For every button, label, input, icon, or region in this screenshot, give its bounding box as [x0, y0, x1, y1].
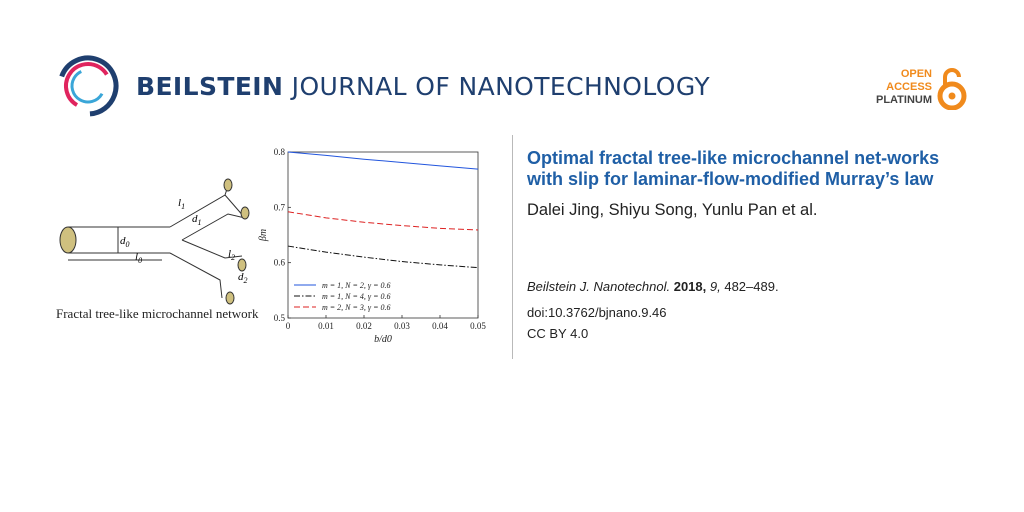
oa-platinum-label: PLATINUM — [875, 94, 932, 106]
article-info: Optimal fractal tree-like microchannel n… — [527, 148, 967, 220]
open-access-badge: OPEN ACCESS PLATINUM — [848, 66, 968, 112]
series-line — [287, 151, 479, 170]
label-l1: l1 — [178, 197, 185, 211]
oa-access-label: ACCESS — [886, 81, 932, 93]
vertical-divider — [512, 135, 513, 359]
journal-logo-icon — [57, 55, 119, 117]
citation-pages: 482–489. — [720, 279, 779, 294]
x-tick-label: 0.03 — [394, 321, 410, 331]
citation-year: 2018, — [673, 279, 707, 294]
label-d1: d1 — [192, 213, 202, 227]
beta-chart: 0.5 0.6 0.7 0.8 0 0.01 0.02 0.03 0.04 0.05 b/d0 βm m… — [258, 147, 486, 345]
article-title[interactable]: Optimal fractal tree-like microchannel n… — [527, 148, 940, 189]
oa-open-label: OPEN — [900, 68, 932, 80]
series-line — [287, 245, 479, 269]
label-l0: l0 — [135, 251, 142, 265]
plot-frame — [287, 151, 479, 319]
citation-volume: 9, — [706, 279, 721, 294]
y-tick-label: 0.8 — [274, 147, 286, 157]
series-line — [287, 211, 479, 231]
x-tick-label: 0.02 — [356, 321, 372, 331]
figure-caption: Fractal tree-like microchannel network — [56, 306, 259, 321]
citation: Beilstein J. Nanotechnol. 2018, 9, 482–4… — [527, 276, 779, 298]
graphical-abstract: l0 d0 l1 d1 l2 d2 0.50.60.70.80 0.01 0.02 0… — [59, 147, 486, 345]
label-l2: l2 — [228, 248, 235, 262]
legend-entry: m = 1, N = 2, γ = 0.6 — [322, 281, 390, 290]
label-d0: d0 — [120, 235, 130, 249]
y-axis-label: βm — [258, 229, 269, 242]
x-axis-label: b/d0 — [374, 334, 392, 345]
y-tick-label: 0.7 — [274, 202, 286, 212]
journal-header: BEILSTEIN JOURNAL OF NANOTECHNOLOGY OPEN… — [0, 0, 1024, 130]
legend-entry: m = 2, N = 3, γ = 0.6 — [322, 303, 390, 312]
label-d2: d2 — [238, 271, 248, 285]
fractal-diagram — [59, 178, 250, 305]
license-label: CC BY 4.0 — [527, 326, 589, 341]
journal-abbrev: Beilstein J. Nanotechnol. — [527, 279, 671, 294]
x-tick-label: 0.04 — [432, 321, 448, 331]
article-authors: Dalei Jing, Shiyu Song, Yunlu Pan et al. — [527, 201, 818, 219]
x-tick-label: 0 — [286, 321, 291, 331]
doi-link[interactable]: doi:10.3762/bjnano.9.46 — [527, 305, 667, 320]
open-lock-icon — [937, 68, 967, 110]
y-tick-label: 0.6 — [274, 258, 286, 268]
legend-entry: m = 1, N = 4, γ = 0.6 — [322, 292, 390, 301]
journal-name: BEILSTEIN JOURNAL OF NANOTECHNOLOGY — [136, 72, 711, 101]
x-tick-label: 0.01 — [318, 321, 334, 331]
y-tick-label: 0.5 — [274, 313, 286, 323]
x-tick-label: 0.05 — [470, 321, 486, 331]
